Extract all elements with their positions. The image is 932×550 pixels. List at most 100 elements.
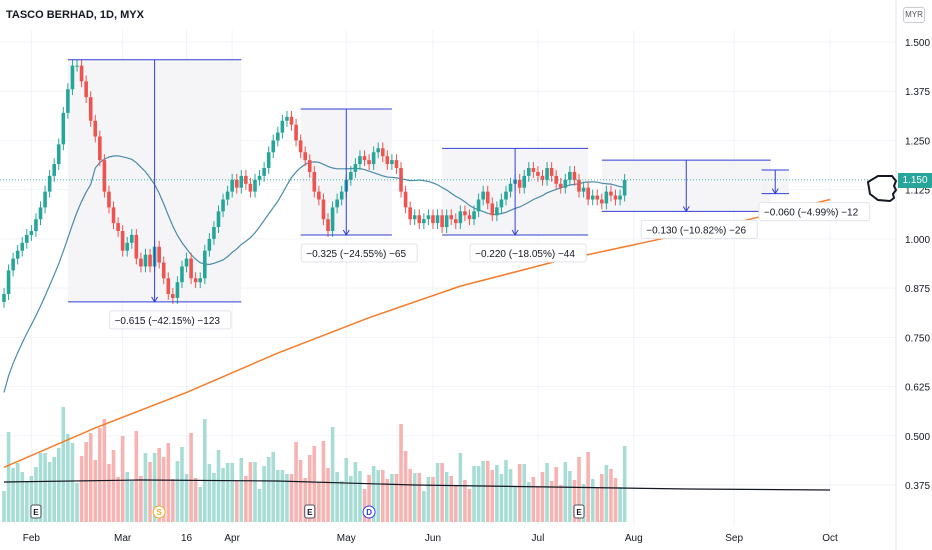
y-tick-label: 1.500: [905, 38, 930, 49]
volume-bar: [531, 477, 536, 522]
candle-body: [590, 195, 595, 200]
volume-bar: [426, 477, 431, 522]
candle-body: [25, 234, 29, 243]
volume-bar: [216, 450, 221, 522]
currency-badge[interactable]: MYR: [903, 7, 925, 23]
candle-body: [216, 211, 221, 228]
candle-body: [303, 152, 307, 161]
volume-bar: [280, 470, 285, 522]
volume-bar: [125, 472, 130, 522]
volume-bar: [558, 485, 563, 522]
candle-body: [212, 227, 216, 239]
volume-bar: [339, 481, 344, 522]
y-tick-label: 0.375: [905, 481, 930, 492]
volume-bar: [312, 446, 317, 522]
y-tick-label: 1.250: [905, 136, 930, 147]
candle-body: [253, 179, 257, 192]
symbol-title[interactable]: TASCO BERHAD, 1D, MYX: [6, 9, 144, 21]
x-tick-label: Apr: [224, 533, 240, 544]
volume-bar: [61, 407, 66, 522]
candle-body: [431, 215, 435, 224]
candle-body: [595, 195, 600, 200]
y-tick-label: 1.125: [905, 186, 930, 197]
volume-bar: [289, 474, 294, 522]
measure-arrowhead: [771, 188, 779, 195]
volume-bar: [56, 448, 61, 522]
candle-body: [6, 270, 11, 295]
candle-body: [20, 242, 25, 251]
volume-bar: [193, 478, 198, 522]
measure-arrowhead: [151, 296, 159, 303]
candle-body: [444, 215, 449, 228]
candle-body: [98, 136, 102, 161]
candle-body: [321, 199, 326, 220]
candle-body: [376, 148, 381, 153]
volume-bar: [472, 466, 476, 522]
volume-bar: [234, 481, 239, 522]
measure-arrowhead: [342, 229, 350, 236]
candle-body: [66, 89, 70, 113]
volume-bar: [180, 447, 184, 522]
volume-bar: [207, 464, 212, 522]
volume-bar: [380, 470, 385, 522]
candle-body: [367, 160, 371, 165]
volume-ma-line: [3, 479, 831, 491]
volume-bar: [568, 471, 572, 522]
candle-body: [143, 254, 148, 267]
volume-bar: [330, 427, 335, 522]
dividend-event-icon: [362, 505, 376, 519]
candle-body: [326, 219, 330, 232]
candle-body: [47, 175, 52, 192]
volume-bar: [412, 473, 417, 522]
candle-body: [120, 231, 125, 251]
volume-bar: [271, 452, 276, 522]
candle-body: [358, 156, 362, 165]
candle-body: [193, 278, 198, 283]
candle-body: [385, 156, 390, 165]
volume-bar: [344, 458, 349, 522]
volume-bar: [622, 446, 627, 522]
volume-bar: [189, 433, 193, 522]
volume-bar: [499, 474, 504, 522]
volume-bar: [476, 466, 481, 522]
candle-body: [399, 168, 403, 192]
y-tick-label: 0.750: [905, 333, 930, 344]
volume-bar: [120, 436, 125, 522]
volume-bar: [79, 456, 84, 522]
volume-bar: [70, 443, 75, 522]
x-tick-label: Mar: [114, 533, 132, 544]
volume-bar: [613, 478, 618, 522]
candle-body: [312, 171, 317, 192]
candle-body: [408, 207, 412, 220]
candle-body: [508, 183, 513, 192]
candle-body: [426, 215, 431, 220]
volume-bar: [449, 476, 454, 522]
volume-bar: [20, 472, 25, 522]
candle-body: [403, 191, 408, 208]
cursor-hand-icon: [866, 175, 898, 203]
candle-body: [563, 179, 568, 188]
volume-bar: [504, 460, 508, 522]
measure-label-box: [640, 219, 758, 239]
volume-bar: [25, 481, 29, 522]
candle-body: [189, 258, 193, 279]
volume-bar: [129, 481, 134, 522]
candle-body: [234, 179, 239, 188]
candle-body: [84, 81, 88, 98]
candle-body: [412, 215, 417, 220]
candle-body: [262, 168, 266, 176]
volume-bar: [563, 462, 568, 522]
volume-bar: [15, 463, 20, 522]
volume-bar: [453, 485, 458, 522]
y-tick-label: 1.000: [905, 235, 930, 246]
candle-body: [298, 140, 303, 153]
candle-body: [572, 171, 577, 180]
volume-bar: [225, 463, 230, 522]
volume-bar: [536, 486, 540, 522]
volume-bar: [349, 476, 353, 522]
event-label: E: [33, 508, 39, 517]
event-label: E: [307, 508, 313, 517]
volume-bar: [394, 474, 399, 522]
volume-bar: [2, 491, 6, 522]
